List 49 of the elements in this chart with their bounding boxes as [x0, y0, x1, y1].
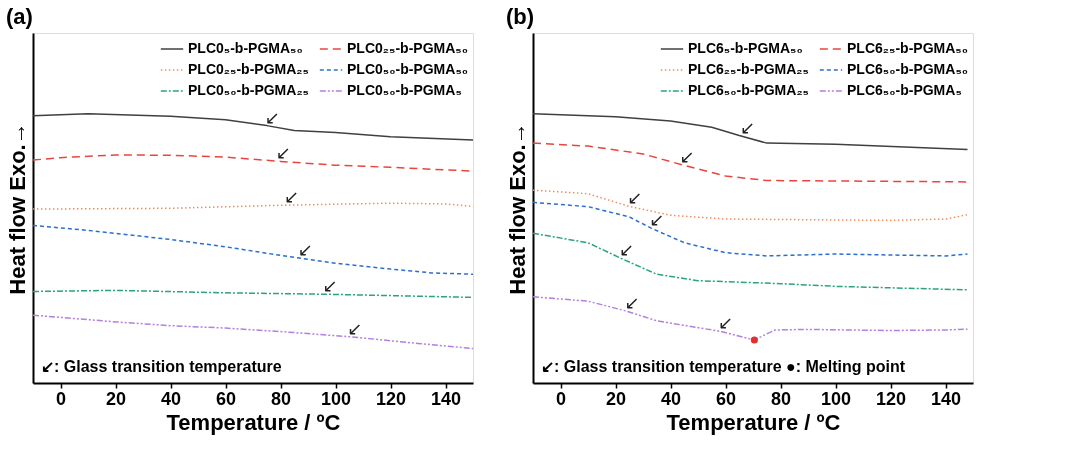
legend-label: PLC6₅₀-b-PGMA₂₅ [688, 82, 810, 98]
legend-label: PLC0₂₅-b-PGMA₅₀ [347, 40, 469, 56]
x-tick-label: 140 [930, 388, 962, 409]
legend-label: PLC6₅₀-b-PGMA₅ [847, 82, 962, 98]
x-tick-label: 20 [105, 388, 127, 409]
annotation: ↙ [624, 292, 640, 314]
annotation: ↙ [297, 239, 313, 261]
x-tick-label: 100 [320, 388, 352, 409]
x-tick-label: 40 [160, 388, 182, 409]
annotation: ↙ [649, 209, 665, 231]
annotation: ↙: Glass transition temperature ●: Melting point [541, 358, 906, 375]
chart-title: (a) [6, 4, 33, 29]
legend-label: PLC6₂₅-b-PGMA₅₀ [847, 40, 969, 56]
x-tick-label: 80 [770, 388, 792, 409]
x-axis-title: Temperature / ºC [666, 409, 841, 435]
annotation: ↙ [619, 239, 635, 261]
annotation: ↙ [627, 187, 643, 209]
x-tick-label: 20 [605, 388, 627, 409]
x-axis-title: Temperature / ºC [166, 409, 341, 435]
x-tick-label: 60 [215, 388, 237, 409]
legend-label: PLC6₅-b-PGMA₅₀ [688, 40, 803, 56]
legend-label: PLC6₅₀-b-PGMA₅₀ [847, 61, 969, 77]
x-tick-label: 60 [715, 388, 737, 409]
x-tick-label: 100 [820, 388, 852, 409]
annotation: ↙ [718, 312, 734, 334]
annotation: ↙ [679, 146, 695, 168]
x-tick-label: 140 [430, 388, 462, 409]
y-axis-title: Heat flow Exo.→ [4, 122, 30, 295]
legend-label: PLC0₅₀-b-PGMA₂₅ [188, 82, 310, 98]
x-tick-label: 120 [375, 388, 407, 409]
legend-label: PLC0₅-b-PGMA₅₀ [188, 40, 303, 56]
x-tick-label: 80 [270, 388, 292, 409]
annotation: ↙ [264, 106, 280, 128]
chart-title: (b) [506, 4, 535, 29]
legend-label: PLC0₅₀-b-PGMA₅₀ [347, 61, 469, 77]
y-axis-title: Heat flow Exo.→ [504, 122, 530, 295]
annotation: ↙: Glass transition temperature [41, 358, 282, 375]
legend-label: PLC6₂₅-b-PGMA₂₅ [688, 61, 809, 77]
annotation: ↙ [740, 116, 756, 138]
annotation: ↙ [275, 142, 291, 164]
legend-label: PLC0₂₅-b-PGMA₂₅ [188, 61, 309, 77]
legend-label: PLC0₅₀-b-PGMA₅ [347, 82, 462, 98]
annotation: ↙ [284, 186, 300, 208]
x-tick-label: 120 [875, 388, 907, 409]
annotation: ↙ [322, 275, 338, 297]
x-tick-label: 0 [555, 388, 567, 409]
x-tick-label: 0 [55, 388, 67, 409]
annotation: ↙ [347, 317, 363, 339]
x-tick-label: 40 [660, 388, 682, 409]
